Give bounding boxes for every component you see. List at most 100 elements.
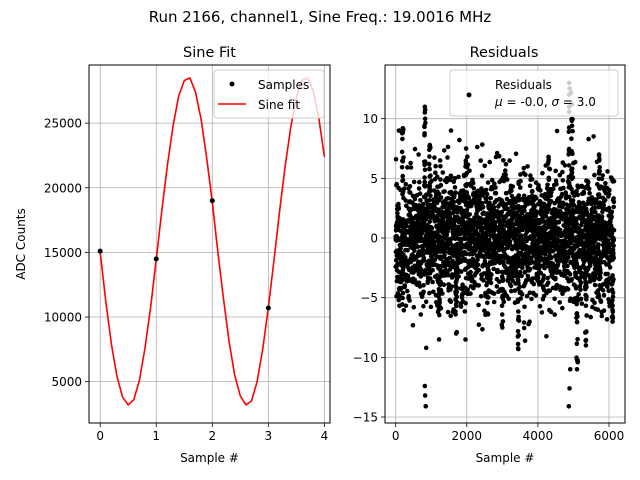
sine-fit-axes-frame bbox=[88, 64, 331, 424]
residual-point bbox=[429, 225, 435, 231]
residual-point bbox=[442, 148, 447, 153]
residual-point bbox=[436, 191, 442, 197]
residual-point bbox=[596, 200, 602, 206]
residual-point bbox=[422, 184, 428, 189]
residual-point bbox=[456, 224, 461, 230]
residual-point bbox=[411, 179, 417, 185]
residual-point bbox=[538, 270, 544, 276]
residual-point bbox=[565, 263, 570, 269]
residual-point bbox=[560, 169, 565, 175]
residual-point bbox=[516, 309, 521, 314]
legend-label-residuals: Residuals bbox=[495, 78, 552, 92]
residual-point bbox=[464, 251, 469, 257]
residual-point bbox=[475, 262, 481, 268]
residual-point bbox=[403, 182, 409, 187]
residual-point bbox=[432, 155, 437, 160]
residual-point bbox=[597, 156, 602, 162]
residual-point bbox=[514, 210, 520, 216]
residual-point bbox=[542, 252, 548, 257]
residual-point bbox=[525, 164, 530, 169]
residual-point bbox=[440, 216, 446, 221]
residual-point bbox=[438, 177, 443, 182]
residual-point bbox=[518, 178, 523, 184]
residual-point bbox=[433, 170, 438, 175]
sine-fit-xtick-label: 4 bbox=[321, 429, 329, 443]
residual-point bbox=[476, 267, 482, 273]
residual-point bbox=[485, 295, 490, 300]
residual-point bbox=[458, 269, 464, 274]
residual-point bbox=[601, 292, 607, 298]
residual-point bbox=[567, 272, 573, 277]
residual-point bbox=[453, 331, 459, 336]
residual-point bbox=[566, 180, 572, 186]
residual-point bbox=[430, 279, 435, 285]
residual-point bbox=[583, 292, 588, 298]
residuals-xlabel: Sample # bbox=[476, 451, 535, 465]
residual-point bbox=[475, 257, 480, 263]
residual-point bbox=[560, 305, 565, 311]
residual-point bbox=[591, 214, 596, 219]
residual-point bbox=[451, 179, 457, 185]
residual-point bbox=[557, 228, 563, 233]
residual-point bbox=[482, 308, 487, 314]
residual-point bbox=[574, 367, 580, 372]
residual-point bbox=[499, 303, 505, 309]
residual-point bbox=[487, 159, 493, 165]
legend-marker-samples bbox=[229, 81, 235, 87]
residual-point bbox=[479, 200, 485, 206]
residual-point bbox=[400, 178, 405, 183]
residual-point bbox=[408, 259, 414, 265]
residual-point bbox=[451, 199, 457, 205]
residual-point bbox=[501, 299, 507, 305]
residual-point bbox=[428, 276, 433, 281]
residual-point bbox=[566, 255, 571, 260]
residual-point bbox=[551, 186, 556, 192]
residual-point bbox=[464, 190, 470, 195]
sine-fit-ytick-label: 10000 bbox=[44, 311, 82, 325]
residual-point bbox=[547, 201, 552, 207]
residual-point bbox=[509, 288, 514, 294]
residual-point bbox=[440, 170, 446, 175]
residual-point bbox=[442, 189, 447, 194]
sine-fit-grid bbox=[89, 65, 330, 423]
residual-point bbox=[528, 173, 533, 178]
residual-point bbox=[437, 312, 442, 318]
residual-point bbox=[501, 158, 506, 163]
residual-point bbox=[596, 171, 602, 176]
residual-point bbox=[573, 286, 579, 291]
residual-point bbox=[526, 277, 532, 282]
residual-point bbox=[437, 158, 443, 163]
residual-point bbox=[436, 337, 442, 342]
residuals-plot-area bbox=[393, 80, 617, 409]
residual-point bbox=[452, 176, 458, 181]
sine-fit-xlabel: Sample # bbox=[180, 451, 239, 465]
residual-point bbox=[412, 196, 418, 202]
residual-point bbox=[531, 253, 536, 258]
residual-point bbox=[512, 288, 518, 293]
residual-point bbox=[537, 304, 543, 309]
residual-point bbox=[572, 159, 578, 165]
residual-point bbox=[400, 290, 406, 296]
residual-point bbox=[516, 193, 522, 198]
residual-point bbox=[575, 358, 580, 363]
residual-point bbox=[515, 329, 521, 334]
residual-point bbox=[592, 300, 597, 306]
residual-point bbox=[599, 214, 605, 219]
residual-point bbox=[603, 181, 608, 186]
residual-point bbox=[476, 283, 482, 288]
residual-point bbox=[500, 270, 506, 275]
residual-point bbox=[442, 252, 447, 258]
residual-point bbox=[534, 196, 539, 201]
residual-point bbox=[513, 151, 519, 157]
residual-point bbox=[452, 185, 458, 190]
residual-point bbox=[611, 227, 617, 233]
residual-point bbox=[491, 266, 497, 272]
residual-point bbox=[491, 291, 497, 296]
residual-point bbox=[422, 110, 428, 115]
residual-point bbox=[422, 104, 428, 110]
residual-point bbox=[405, 165, 410, 170]
residual-point bbox=[553, 168, 558, 174]
sine-fit-plot-area bbox=[97, 77, 326, 406]
residual-point bbox=[441, 282, 447, 288]
